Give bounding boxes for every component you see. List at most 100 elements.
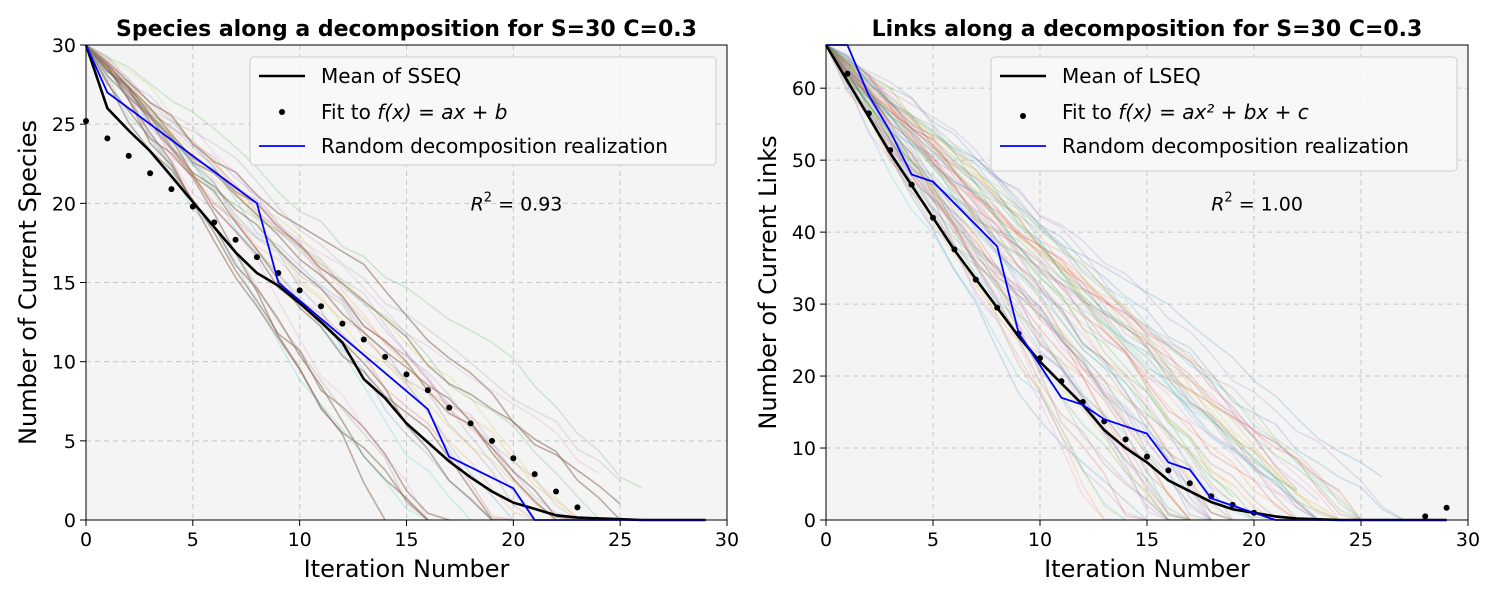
fit-point	[930, 214, 936, 221]
x-tick-label: 0	[80, 529, 92, 551]
fit-point	[104, 135, 111, 142]
background-realization-line	[825, 44, 1362, 521]
r-squared-exponent: 2	[484, 190, 492, 205]
legend-entry-random: Random decomposition realization	[1062, 134, 1409, 158]
background-realization-line	[825, 44, 1234, 488]
y-tick-label: 50	[792, 150, 816, 172]
background-realization-line	[825, 44, 1169, 521]
ticks: 0 5 10 15 20 25 30 0 5 10 15 20 25 30	[52, 35, 739, 551]
x-tick-label: 25	[608, 529, 632, 551]
x-tick-label: 15	[394, 529, 418, 551]
y-tick-label: 40	[792, 222, 816, 244]
background-realization-line	[825, 44, 1341, 521]
background-realization-line	[825, 44, 1170, 521]
x-axis-label: Iteration Number	[1044, 555, 1250, 583]
random-realization-line	[826, 44, 1447, 521]
fit-point	[382, 353, 389, 360]
background-realization-line	[825, 44, 1319, 521]
background-realization-line	[825, 44, 1340, 521]
legend: Mean of LSEQ Fit to f(x) = ax² + bx + c …	[990, 56, 1458, 172]
background-realization-line	[825, 44, 1298, 521]
background-realization-line	[85, 44, 621, 521]
legend-fit-prefix: Fit to	[321, 100, 377, 124]
background-realization-line	[825, 44, 1212, 521]
background-realization-line	[825, 44, 1191, 521]
background-realization-line	[85, 44, 578, 521]
background-realization-line	[85, 44, 536, 521]
r-squared-value: = 0.93	[492, 193, 562, 215]
fit-point	[488, 437, 495, 444]
background-realization-line	[825, 44, 1298, 521]
background-realization-line	[825, 44, 1319, 521]
background-realization-line	[825, 44, 1255, 521]
chart-title: Species along a decomposition for S=30 C…	[116, 17, 697, 42]
background-realization-line	[825, 44, 1319, 521]
y-tick-label: 30	[792, 294, 816, 316]
background-realization-line	[85, 44, 578, 521]
background-realization-line	[825, 44, 1319, 521]
y-tick-label: 30	[52, 35, 76, 57]
background-realization-line	[85, 44, 429, 521]
r-squared-symbol: R	[471, 193, 484, 215]
fit-point	[211, 219, 218, 226]
background-realization-line	[85, 44, 621, 482]
background-realization-line	[825, 44, 1340, 521]
background-realization-line	[825, 44, 1405, 521]
background-realization-line	[825, 44, 1340, 491]
background-realization-line	[825, 44, 1297, 521]
legend-entry-mean: Mean of LSEQ	[1062, 64, 1201, 88]
background-realization-line	[825, 44, 1234, 521]
legend-entry-random: Random decomposition realization	[321, 134, 668, 158]
fit-point	[318, 303, 325, 310]
fit-point	[865, 110, 872, 117]
legend-box	[249, 56, 717, 166]
y-tick-label: 20	[792, 366, 816, 388]
background-realization-line	[85, 44, 557, 521]
background-realization-line	[825, 44, 1383, 521]
background-realization-line	[825, 44, 1190, 521]
background-realization-line	[825, 44, 1405, 521]
fit-point	[908, 181, 915, 188]
background-realization-line	[85, 44, 557, 521]
fit-point	[339, 320, 346, 327]
chart-title: Links along a decomposition for S=30 C=0…	[872, 17, 1423, 42]
background-realization-line	[85, 44, 642, 489]
background-realization-line	[825, 44, 1362, 521]
ticks: 0 5 10 15 20 25 30 0 10 20 30 40 50 60	[792, 78, 1480, 551]
fit-point	[887, 147, 894, 154]
x-axis-label: Iteration Number	[304, 555, 510, 583]
fit-point	[1422, 513, 1429, 520]
legend-entry-fit: Fit to f(x) = ax + b	[321, 100, 507, 124]
x-tick-label: 5	[927, 529, 939, 551]
legend-entry-mean: Mean of SSEQ	[321, 64, 461, 88]
y-tick-label: 15	[52, 273, 76, 295]
background-realization-line	[85, 44, 578, 521]
background-realization-line	[85, 44, 557, 521]
background-realization-line	[825, 44, 1298, 492]
background-realization-line	[825, 44, 1383, 478]
x-tick-label: 20	[1242, 529, 1266, 551]
fit-point	[1122, 436, 1129, 443]
background-realization-line	[825, 44, 1255, 521]
background-realization-line	[825, 44, 1169, 521]
legend-fit-prefix: Fit to	[1062, 100, 1118, 124]
background-realization-line	[825, 44, 1127, 521]
fit-point	[446, 404, 453, 411]
fit-point	[125, 152, 132, 159]
legend-fit-formula: f(x) = ax² + bx + c	[1118, 100, 1309, 124]
fit-point	[360, 336, 367, 343]
x-tick-label: 10	[1028, 529, 1052, 551]
background-realization-line	[825, 44, 1191, 521]
r-squared-value: = 1.00	[1233, 193, 1303, 215]
fit-point	[531, 471, 538, 478]
background-realization-line	[825, 44, 1191, 521]
y-tick-label: 10	[52, 352, 76, 374]
fit-point	[189, 203, 196, 210]
background-realization-line	[85, 44, 429, 521]
fit-point	[296, 287, 303, 294]
legend-swatch-fit	[279, 109, 285, 115]
x-tick-label: 25	[1349, 529, 1373, 551]
background-realization-line	[825, 44, 1319, 521]
x-tick-label: 0	[820, 529, 832, 551]
y-tick-label: 60	[792, 78, 816, 100]
